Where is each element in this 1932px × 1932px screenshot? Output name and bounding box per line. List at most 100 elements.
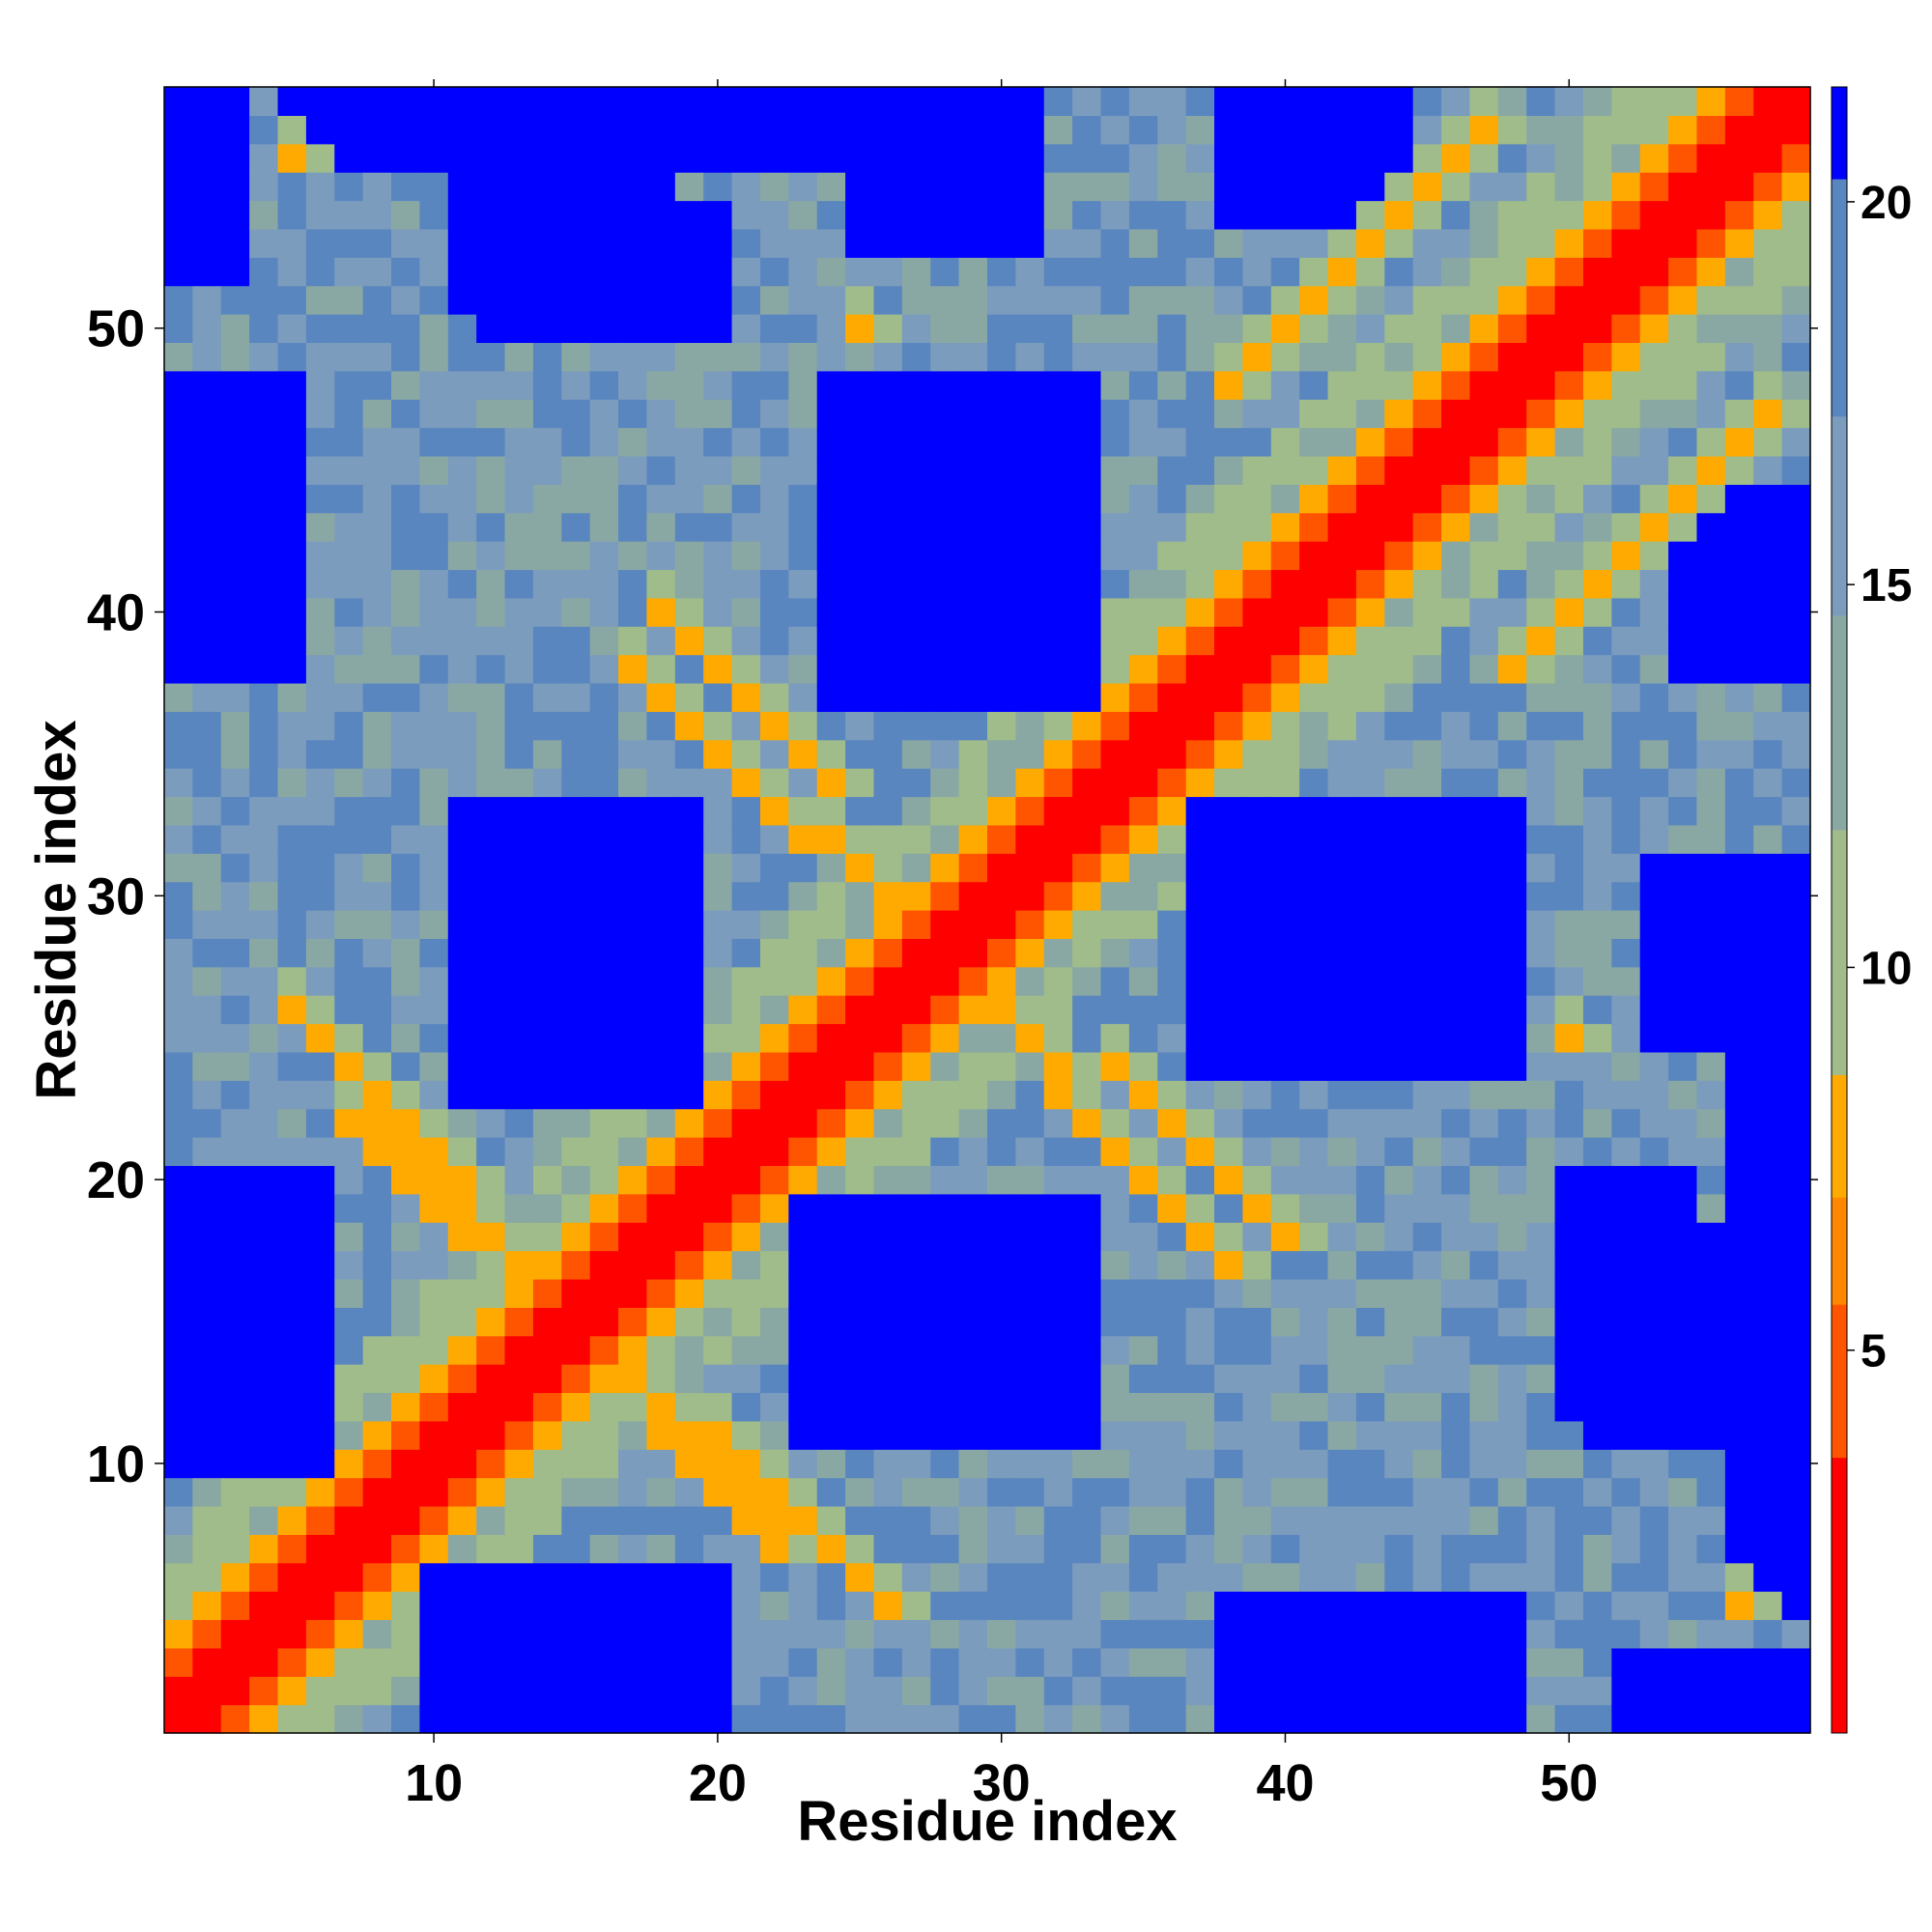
heatmap-cell	[1753, 1534, 1783, 1564]
heatmap-cell	[1441, 342, 1471, 372]
heatmap-cell	[1128, 342, 1158, 372]
heatmap-cell	[1185, 966, 1215, 996]
heatmap-cell	[1043, 1647, 1073, 1677]
heatmap-cell	[873, 966, 903, 996]
heatmap-cell	[816, 1250, 846, 1280]
heatmap-cell	[504, 200, 534, 230]
heatmap-cell	[816, 1449, 846, 1479]
heatmap-cell	[958, 1080, 988, 1110]
heatmap-cell	[987, 995, 1016, 1025]
heatmap-cell	[164, 228, 193, 258]
heatmap-cell	[532, 569, 562, 599]
heatmap-cell	[759, 1165, 789, 1195]
heatmap-cell	[731, 143, 761, 173]
heatmap-cell	[1668, 200, 1698, 230]
heatmap-cell	[1185, 1647, 1215, 1677]
heatmap-cell	[1611, 1534, 1641, 1564]
heatmap-cell	[901, 87, 931, 116]
heatmap-cell	[589, 1647, 619, 1677]
heatmap-cell	[987, 115, 1016, 145]
heatmap-cell	[1611, 739, 1641, 769]
heatmap-cell	[1554, 1193, 1584, 1223]
heatmap-cell	[1384, 853, 1414, 883]
heatmap-cell	[1412, 228, 1442, 258]
heatmap-cell	[1270, 1165, 1300, 1195]
heatmap-cell	[1753, 1250, 1783, 1280]
heatmap-cell	[674, 512, 704, 542]
heatmap-cell	[447, 995, 477, 1025]
heatmap-cell	[1185, 1676, 1215, 1706]
heatmap-cell	[845, 427, 875, 457]
heatmap-cell	[391, 1449, 421, 1479]
heatmap-cell	[1270, 1051, 1300, 1081]
heatmap-cell	[1157, 1165, 1187, 1195]
heatmap-cell	[391, 569, 421, 599]
heatmap-cell	[1384, 370, 1414, 400]
heatmap-cell	[589, 1364, 619, 1394]
heatmap-cell	[1469, 342, 1499, 372]
heatmap-cell	[334, 370, 364, 400]
heatmap-cell	[249, 910, 279, 939]
heatmap-cell	[1639, 1108, 1669, 1138]
heatmap-cell	[1668, 228, 1698, 258]
heatmap-cell	[674, 200, 704, 230]
heatmap-cell	[1554, 87, 1584, 116]
heatmap-cell	[305, 938, 335, 968]
heatmap-cell	[1497, 285, 1527, 315]
heatmap-cell	[419, 1704, 449, 1734]
heatmap-cell	[1072, 654, 1102, 684]
heatmap-cell	[1639, 654, 1669, 684]
heatmap-cell	[1639, 881, 1669, 911]
heatmap-cell	[1327, 1562, 1357, 1592]
heatmap-cell	[1668, 370, 1698, 400]
heatmap-cell	[1072, 768, 1102, 798]
heatmap-cell	[1072, 853, 1102, 883]
heatmap-cell	[532, 1137, 562, 1167]
heatmap-cell	[1270, 1534, 1300, 1564]
heatmap-cell	[1753, 1562, 1783, 1592]
heatmap-cell	[1185, 1420, 1215, 1450]
heatmap-cell	[1128, 711, 1158, 741]
heatmap-cell	[901, 143, 931, 173]
heatmap-cell	[1497, 768, 1527, 798]
heatmap-cell	[1412, 1307, 1442, 1337]
heatmap-cell	[1242, 1534, 1272, 1564]
heatmap-cell	[334, 711, 364, 741]
heatmap-cell	[305, 1704, 335, 1734]
heatmap-cell	[1327, 512, 1357, 542]
heatmap-cell	[703, 172, 733, 202]
heatmap-cell	[845, 597, 875, 627]
heatmap-cell	[1441, 1250, 1471, 1280]
heatmap-cell	[1384, 1562, 1414, 1592]
heatmap-cell	[873, 172, 903, 202]
heatmap-cell	[334, 1335, 364, 1365]
heatmap-cell	[1043, 966, 1073, 996]
heatmap-cell	[1157, 910, 1187, 939]
heatmap-cell	[1497, 172, 1527, 202]
heatmap-cell	[561, 484, 591, 514]
heatmap-cell	[419, 143, 449, 173]
heatmap-cell	[277, 370, 307, 400]
heatmap-cell	[1157, 654, 1187, 684]
heatmap-cell	[1327, 768, 1357, 798]
heatmap-cell	[1668, 597, 1698, 627]
heatmap-cell	[1441, 1165, 1471, 1195]
heatmap-cell	[504, 1222, 534, 1252]
heatmap-cell	[845, 569, 875, 599]
heatmap-cell	[391, 824, 421, 854]
heatmap-cell	[731, 399, 761, 429]
heatmap-cell	[1469, 1420, 1499, 1450]
heatmap-cell	[1781, 938, 1811, 968]
heatmap-cell	[1611, 881, 1641, 911]
heatmap-cell	[873, 1449, 903, 1479]
heatmap-cell	[249, 881, 279, 911]
heatmap-cell	[1242, 682, 1272, 712]
heatmap-cell	[703, 824, 733, 854]
heatmap-cell	[419, 654, 449, 684]
heatmap-cell	[703, 512, 733, 542]
heatmap-cell	[249, 597, 279, 627]
heatmap-cell	[1753, 1704, 1783, 1734]
heatmap-cell	[391, 1137, 421, 1167]
heatmap-cell	[1554, 512, 1584, 542]
heatmap-cell	[532, 1392, 562, 1422]
